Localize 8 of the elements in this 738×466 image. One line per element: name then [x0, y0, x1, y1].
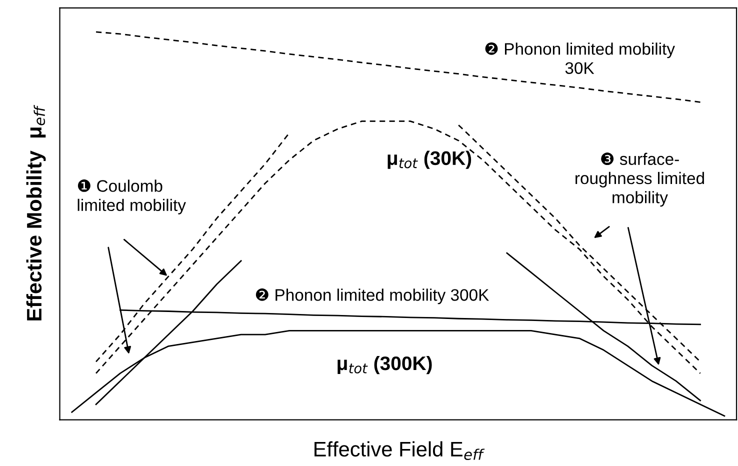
annotation: μ$_{tot}$ (300K)	[338, 356, 432, 374]
annotation: μ$_{tot}$ (30K)	[388, 150, 472, 169]
annotation: ❷ Phonon limited mobility 30K	[485, 42, 675, 74]
annotation: ❷ Phonon limited mobility 300K	[256, 288, 489, 304]
annotation: ❶ Coulomb limited mobility	[78, 179, 186, 214]
y-axis-title: Effective Mobility μ$_{eff}$	[26, 104, 46, 320]
x-axis-title: Effective Field E$_{eff}$	[314, 441, 485, 460]
annotation: ❸ surface- roughness limited mobility	[576, 152, 704, 207]
